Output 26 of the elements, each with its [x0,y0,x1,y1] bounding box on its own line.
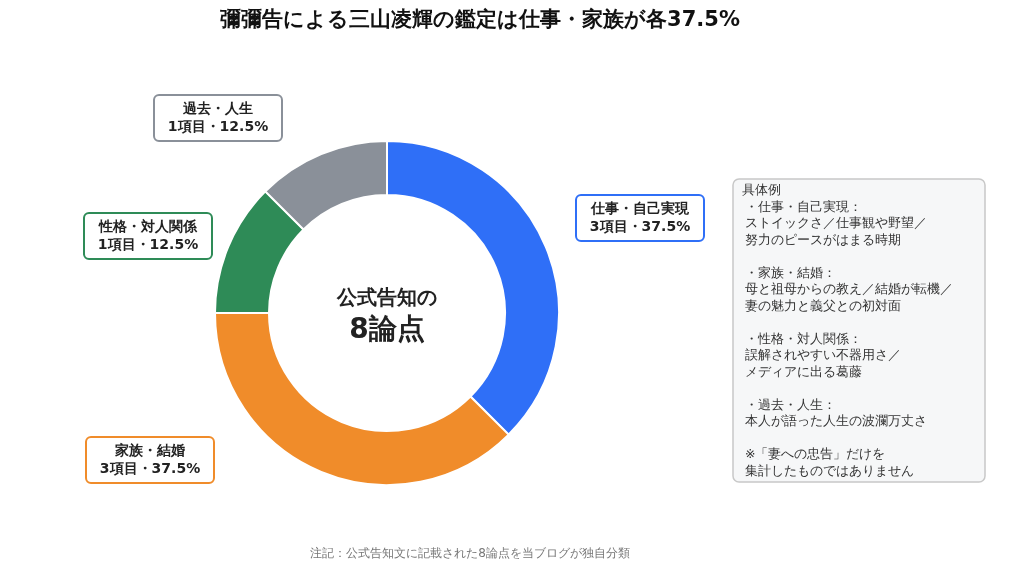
text: 公式告知の [336,285,437,309]
chart-title: 彌彌告による三山凌輝の鑑定は仕事・家族が各37.5% [220,7,740,31]
text: ・家族・結婚： [745,264,836,280]
slice-label: 性格・対人関係 [98,218,198,234]
text: メディアに出る葛藤 [745,363,862,379]
text: ・過去・人生： [745,396,836,412]
text: 妻の魅力と義父との初対面 [745,297,901,313]
text: 本人が語った人生の波瀾万丈さ [745,413,927,428]
text: 努力のピースがはまる時期 [745,231,901,247]
text: 8論点 [349,312,425,345]
text: ※「妻への忠告」だけを [745,446,886,461]
text: 母と祖母からの教え／結婚が転機／ [745,281,953,296]
text: ・仕事・自己実現： [745,198,862,214]
data-label: 1項目・12.5% [167,118,269,134]
slice-label: 過去・人生 [182,100,253,116]
data-label: 3項目・37.5% [99,460,201,476]
slice-label: 仕事・自己実現 [590,200,690,216]
text: 注記：公式告知文に記載された8論点を当ブログが独自分類 [310,546,630,560]
text: 集計したものではありません [745,462,914,478]
data-label: 3項目・37.5% [589,218,691,234]
text: 誤解されやすい不器用さ／ [745,347,901,362]
slice-label: 家族・結婚 [114,442,185,458]
text: 具体例 [742,182,781,197]
text: ・性格・対人関係： [745,330,862,346]
data-label: 1項目・12.5% [97,236,199,252]
text: ストイックさ／仕事観や野望／ [745,215,927,230]
